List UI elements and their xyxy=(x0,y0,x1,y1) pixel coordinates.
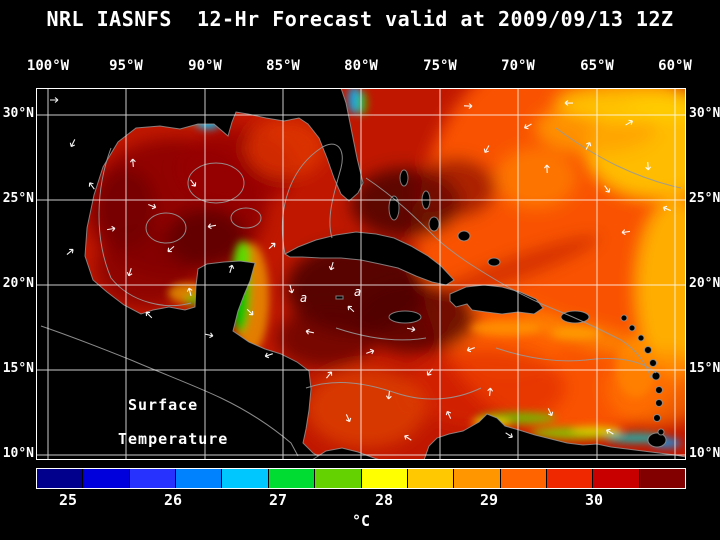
island-cuba xyxy=(283,231,455,286)
lat-label-right-20n: 20°N xyxy=(689,276,720,291)
lat-label-left-25n: 25°N xyxy=(2,191,34,206)
island-turks xyxy=(487,257,501,267)
sst-map: Surface Temperature a a xyxy=(35,38,720,461)
colorbar-tick-30: 30 xyxy=(584,491,604,509)
colorbar-segment-0 xyxy=(37,469,83,488)
colorbar-segment-13 xyxy=(639,469,686,488)
colorbar-segment-8 xyxy=(407,469,454,488)
contour-label-a2: a xyxy=(354,285,361,299)
lat-label-left-30n: 30°N xyxy=(2,106,34,121)
island-puerto-rico xyxy=(560,310,590,324)
colorbar-segment-5 xyxy=(268,469,315,488)
lon-label-90w: 90°W xyxy=(188,58,222,74)
island-cayman xyxy=(335,295,344,300)
colorbar-segment-11 xyxy=(546,469,593,488)
colorbar-segment-10 xyxy=(500,469,546,488)
island-antilles-9 xyxy=(653,414,661,422)
map-annotation-temperature: Temperature xyxy=(118,430,228,448)
grid-lines xyxy=(36,88,686,460)
colorbar-segment-12 xyxy=(593,469,639,488)
island-antilles-10 xyxy=(657,428,665,436)
lon-label-100w: 100°W xyxy=(26,58,70,74)
colorbar-tick-27: 27 xyxy=(268,491,288,509)
lat-label-right-15n: 15°N xyxy=(689,361,720,376)
colorbar-tick-29: 29 xyxy=(479,491,499,509)
island-bahamas-4 xyxy=(428,216,440,232)
island-antilles-1 xyxy=(620,314,628,322)
colorbar-segment-2 xyxy=(129,469,176,488)
land-south-america xyxy=(423,413,687,461)
island-antilles-3 xyxy=(637,334,645,342)
colorbar-tick-25: 25 xyxy=(58,491,78,509)
lon-label-85w: 85°W xyxy=(266,58,300,74)
sst-map-canvas: Surface Temperature a a xyxy=(35,38,720,461)
colorbar-segment-7 xyxy=(361,469,407,488)
colorbar-segment-9 xyxy=(454,469,500,488)
lon-label-60w: 60°W xyxy=(658,58,692,74)
colorbar-tick-26: 26 xyxy=(163,491,183,509)
colorbar-tick-28: 28 xyxy=(374,491,394,509)
lon-label-80w: 80°W xyxy=(344,58,378,74)
island-antilles-6 xyxy=(651,371,661,381)
island-antilles-7 xyxy=(655,386,663,394)
colorbar-segment-1 xyxy=(83,469,129,488)
colorbar-segment-4 xyxy=(222,469,268,488)
colorbar-segment-3 xyxy=(176,469,222,488)
lon-label-70w: 70°W xyxy=(501,58,535,74)
island-hispaniola xyxy=(449,284,544,315)
island-antilles-2 xyxy=(628,324,636,332)
colorbar-unit: °C xyxy=(351,512,371,530)
land-masses xyxy=(35,87,687,461)
land-north-central-america xyxy=(35,87,364,461)
island-bahamas-2 xyxy=(399,169,409,187)
colorbar-segment-6 xyxy=(315,469,361,488)
island-bahamas-1 xyxy=(388,195,400,221)
island-antilles-8 xyxy=(655,399,663,407)
map-annotation-surface: Surface xyxy=(128,396,198,414)
lon-label-65w: 65°W xyxy=(580,58,614,74)
map-frame xyxy=(36,88,686,460)
lat-label-left-20n: 20°N xyxy=(2,276,34,291)
contour-label-a1: a xyxy=(300,291,307,305)
island-trinidad xyxy=(647,432,667,448)
island-jamaica xyxy=(388,310,422,324)
colorbar-segments xyxy=(36,468,686,489)
lat-label-left-15n: 15°N xyxy=(2,361,34,376)
wind-arrows xyxy=(50,97,671,441)
island-bahamas-5 xyxy=(457,230,471,242)
lat-label-left-10n: 10°N xyxy=(2,446,34,461)
lon-label-75w: 75°W xyxy=(423,58,457,74)
island-antilles-5 xyxy=(649,359,657,367)
island-antilles-4 xyxy=(644,346,652,354)
lat-label-right-10n: 10°N xyxy=(689,446,720,461)
lon-label-95w: 95°W xyxy=(109,58,143,74)
contour-lines xyxy=(40,127,682,457)
lat-label-right-30n: 30°N xyxy=(689,106,720,121)
page-title: NRL IASNFS 12-Hr Forecast valid at 2009/… xyxy=(46,7,674,31)
lat-label-right-25n: 25°N xyxy=(689,191,720,206)
